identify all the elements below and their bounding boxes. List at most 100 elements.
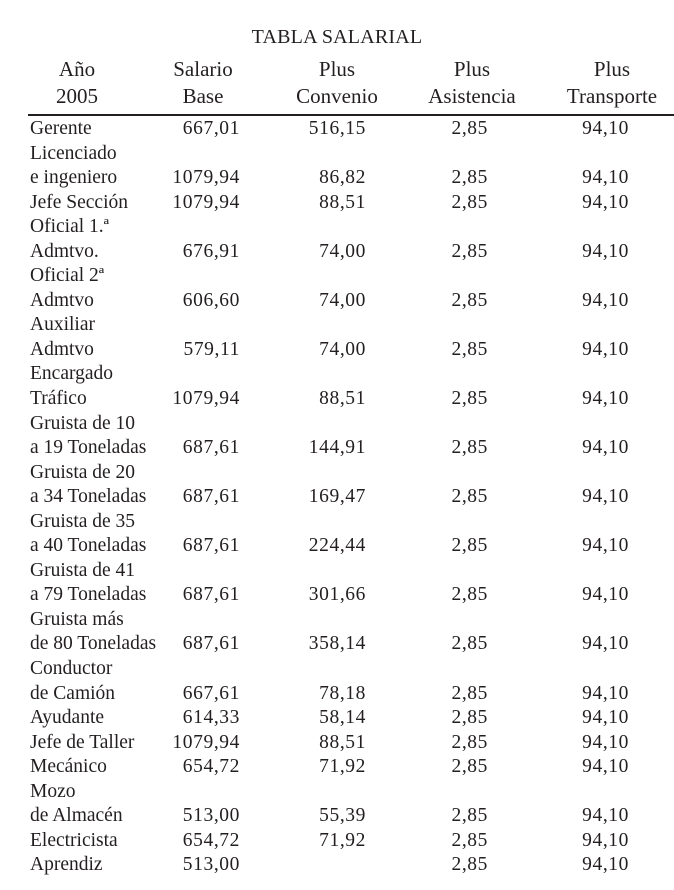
table-row-line: Admtvo 606,60 74,00 2,85 94,10	[0, 289, 674, 314]
category-name: Jefe Sección	[30, 191, 128, 213]
table-row: Mozo de Almacén 513,00 55,39 2,85 94,10	[0, 780, 674, 829]
header-year-line1: Año	[58, 57, 96, 81]
header-salario-base: Salario Base	[148, 56, 258, 110]
table-row-line: Jefe Sección 1079,94 88,51 2,85 94,10	[0, 191, 674, 216]
header-plus-convenio-line2: Convenio	[296, 84, 378, 108]
plus-transporte-value: 94,10	[582, 167, 629, 189]
plus-transporte-value: 94,10	[582, 731, 629, 753]
category-name: Licenciado	[30, 142, 117, 164]
table-row-line: e ingeniero 1079,94 86,82 2,85 94,10	[0, 166, 674, 191]
plus-asistencia-value: 2,85	[451, 338, 488, 360]
table-row-line: Encargado	[0, 362, 674, 387]
plus-asistencia-value: 2,85	[451, 854, 488, 876]
table-row-line: a 19 Toneladas 687,61 144,91 2,85 94,10	[0, 436, 674, 461]
table-row-line: Oficial 1.ª	[0, 215, 674, 240]
table-row-line: Gruista de 35	[0, 510, 674, 535]
category-name: Auxiliar	[30, 314, 95, 336]
category-name: e ingeniero	[30, 167, 118, 189]
table-row-line: Mozo	[0, 780, 674, 805]
salario-base-value: 1079,94	[172, 388, 240, 410]
category-name: Gruista de 20	[30, 461, 136, 483]
table-row: Gruista de 20 a 34 Toneladas 687,61 169,47 2…	[0, 461, 674, 510]
plus-asistencia-value: 2,85	[451, 584, 488, 606]
category-name: Oficial 1.ª	[30, 216, 110, 238]
table-row-line: Oficial 2ª	[0, 264, 674, 289]
table-row: Gruista de 35 a 40 Toneladas 687,61 224,44 2…	[0, 510, 674, 559]
category-name: Oficial 2ª	[30, 265, 105, 287]
category-name: Gerente	[30, 118, 92, 139]
plus-convenio-value: 169,47	[308, 486, 366, 508]
category-name: de Camión	[30, 682, 116, 704]
header-salario-base-line1: Salario	[173, 57, 233, 81]
plus-convenio-value: 74,00	[319, 240, 366, 262]
table-title: TABLA SALARIAL	[251, 26, 423, 48]
category-name: Admtvo	[30, 289, 94, 311]
header-plus-asistencia: Plus Asistencia	[412, 56, 532, 110]
table-row: Licenciado e ingeniero 1079,94 86,82 2,85 94,…	[0, 142, 674, 191]
table-row: Aprendiz 513,00 2,85 94,10	[0, 853, 674, 878]
plus-convenio-value: 358,14	[308, 633, 366, 655]
plus-convenio-value: 301,66	[308, 584, 366, 606]
category-name: Jefe de Taller	[30, 731, 135, 753]
salario-base-value: 687,61	[182, 633, 240, 655]
salario-base-value: 1079,94	[172, 167, 240, 189]
table-row-line: de Camión 667,61 78,18 2,85 94,10	[0, 682, 674, 707]
header-plus-convenio: Plus Convenio	[277, 56, 397, 110]
plus-asistencia-value: 2,85	[451, 240, 488, 262]
table-row-line: Auxiliar	[0, 313, 674, 338]
category-name: Aprendiz	[30, 854, 103, 876]
plus-convenio-value: 58,14	[319, 707, 366, 729]
header-plus-transporte-line2: Transporte	[566, 84, 658, 108]
table-row-line: a 40 Toneladas 687,61 224,44 2,85 94,10	[0, 534, 674, 559]
plus-asistencia-value: 2,85	[451, 829, 488, 851]
plus-transporte-value: 94,10	[582, 437, 629, 459]
category-name: Gruista de 41	[30, 559, 136, 581]
table-row-line: Electricista 654,72 71,92 2,85 94,10	[0, 829, 674, 854]
header-plus-asistencia-line2: Asistencia	[428, 84, 516, 108]
category-name: Tráfico	[30, 388, 87, 410]
table-row: Mecánico 654,72 71,92 2,85 94,10	[0, 755, 674, 780]
plus-transporte-value: 94,10	[582, 854, 629, 876]
table-row: Gerente 667,01 516,15 2,85 94,10	[0, 117, 674, 142]
salario-base-value: 579,11	[183, 338, 240, 360]
header-rule	[28, 114, 674, 116]
plus-convenio-value: 71,92	[319, 756, 366, 778]
plus-convenio-value: 55,39	[319, 805, 366, 827]
header-salario-base-line2: Base	[182, 84, 224, 108]
plus-transporte-value: 94,10	[582, 240, 629, 262]
plus-asistencia-value: 2,85	[451, 682, 488, 704]
header-plus-transporte-line1: Plus	[593, 57, 631, 81]
salario-base-value: 687,61	[182, 584, 240, 606]
category-name: Ayudante	[30, 707, 105, 729]
table-row-line: Conductor	[0, 657, 674, 682]
header-plus-transporte: Plus Transporte	[550, 56, 674, 110]
salario-base-value: 1079,94	[172, 191, 240, 213]
category-name: Gruista de 35	[30, 510, 136, 532]
plus-asistencia-value: 2,85	[451, 486, 488, 508]
category-name: a 34 Toneladas	[30, 486, 147, 508]
salario-base-value: 667,61	[182, 682, 240, 704]
category-name: a 40 Toneladas	[30, 535, 147, 557]
plus-asistencia-value: 2,85	[451, 731, 488, 753]
table-row-line: Gerente 667,01 516,15 2,85 94,10	[0, 117, 674, 142]
plus-transporte-value: 94,10	[582, 289, 629, 311]
plus-asistencia-value: 2,85	[451, 756, 488, 778]
plus-transporte-value: 94,10	[582, 118, 629, 139]
salario-base-value: 654,72	[182, 829, 240, 851]
plus-convenio-value: 88,51	[319, 388, 366, 410]
table-row-line: Admtvo 579,11 74,00 2,85 94,10	[0, 338, 674, 363]
table-row: Gruista de 41 a 79 Toneladas 687,61 301,66 2…	[0, 559, 674, 608]
salario-base-value: 676,91	[182, 240, 240, 262]
category-name: Mozo	[30, 780, 76, 802]
plus-transporte-value: 94,10	[582, 633, 629, 655]
plus-asistencia-value: 2,85	[451, 633, 488, 655]
header-year: Año 2005	[22, 56, 132, 110]
table-row: Oficial 1.ª Admtvo. 676,91 74,00 2,85 94,10	[0, 215, 674, 264]
plus-asistencia-value: 2,85	[451, 437, 488, 459]
plus-asistencia-value: 2,85	[451, 388, 488, 410]
table-row-line: Mecánico 654,72 71,92 2,85 94,10	[0, 755, 674, 780]
category-name: Encargado	[30, 363, 114, 385]
plus-asistencia-value: 2,85	[451, 707, 488, 729]
category-name: Gruista de 10	[30, 412, 136, 434]
plus-transporte-value: 94,10	[582, 486, 629, 508]
